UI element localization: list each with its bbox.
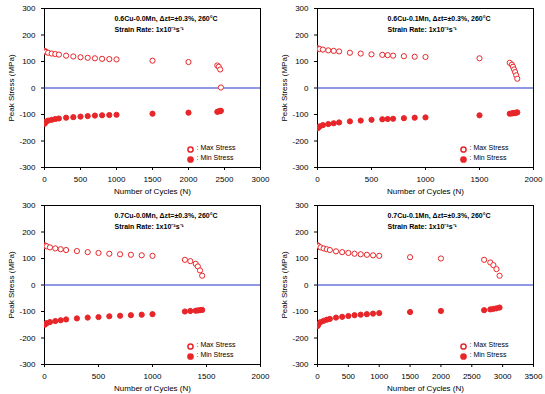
svg-text:3000: 3000 [494, 372, 512, 381]
svg-text:-300: -300 [19, 163, 36, 172]
svg-text:-200: -200 [19, 137, 36, 146]
svg-text:-200: -200 [19, 334, 36, 343]
svg-text:Peak Stress (MPa): Peak Stress (MPa) [7, 54, 16, 121]
svg-text:Strain Rate: 1x10⁻³s⁻¹: Strain Rate: 1x10⁻³s⁻¹ [388, 223, 458, 230]
svg-text:2500: 2500 [216, 175, 234, 184]
svg-text:-300: -300 [292, 360, 309, 369]
svg-text:0.6Cu-0.0Mn, Δεt=±0.3%, 260°C: 0.6Cu-0.0Mn, Δεt=±0.3%, 260°C [115, 15, 218, 23]
svg-text:Peak Stress (MPa): Peak Stress (MPa) [7, 251, 16, 318]
svg-text:0: 0 [31, 281, 36, 290]
svg-text:1000: 1000 [108, 175, 126, 184]
svg-text:2000: 2000 [525, 175, 543, 184]
svg-text:300: 300 [295, 201, 309, 210]
svg-text:-200: -200 [292, 334, 309, 343]
svg-text:1000: 1000 [417, 175, 435, 184]
svg-text:200: 200 [22, 228, 36, 237]
svg-text:0: 0 [42, 175, 47, 184]
svg-text:Peak Stress (MPa): Peak Stress (MPa) [280, 54, 289, 121]
svg-text:: Max Stress: : Max Stress [470, 144, 509, 151]
svg-text:200: 200 [295, 228, 309, 237]
svg-text:-200: -200 [292, 137, 309, 146]
svg-text:0: 0 [315, 175, 320, 184]
svg-text:2000: 2000 [252, 372, 270, 381]
svg-text:0: 0 [315, 372, 320, 381]
svg-text:: Min Stress: : Min Stress [470, 351, 507, 358]
svg-text:Number of Cycles (N): Number of Cycles (N) [114, 384, 191, 393]
svg-text:3000: 3000 [252, 175, 270, 184]
svg-text:200: 200 [22, 31, 36, 40]
svg-text:100: 100 [22, 254, 36, 263]
svg-text:300: 300 [22, 201, 36, 210]
svg-text:0.7Cu-0.0Mn, Δεt=±0.3%, 260°C: 0.7Cu-0.0Mn, Δεt=±0.3%, 260°C [115, 212, 218, 220]
svg-text:: Max Stress: : Max Stress [197, 341, 236, 348]
svg-text:1500: 1500 [144, 175, 162, 184]
svg-text:0: 0 [304, 281, 309, 290]
svg-text:: Max Stress: : Max Stress [470, 341, 509, 348]
svg-text:1500: 1500 [471, 175, 489, 184]
svg-text:0.7Cu-0.1Mn, Δεt=±0.3%, 260°C: 0.7Cu-0.1Mn, Δεt=±0.3%, 260°C [388, 212, 491, 220]
svg-text:-300: -300 [19, 360, 36, 369]
svg-text:200: 200 [295, 31, 309, 40]
svg-text:-300: -300 [292, 163, 309, 172]
svg-text:1500: 1500 [198, 372, 216, 381]
svg-text:Strain Rate: 1x10⁻³s⁻¹: Strain Rate: 1x10⁻³s⁻¹ [115, 26, 185, 33]
svg-text:-100: -100 [292, 307, 309, 316]
svg-text:0: 0 [31, 84, 36, 93]
svg-text:100: 100 [295, 57, 309, 66]
svg-text:0: 0 [304, 84, 309, 93]
svg-text:2000: 2000 [180, 175, 198, 184]
svg-text:Strain Rate: 1x10⁻³s⁻¹: Strain Rate: 1x10⁻³s⁻¹ [115, 223, 185, 230]
svg-text:: Max Stress: : Max Stress [197, 144, 236, 151]
svg-text:500: 500 [74, 175, 88, 184]
svg-text:3500: 3500 [525, 372, 543, 381]
svg-text:Number of Cycles (N): Number of Cycles (N) [387, 187, 464, 196]
svg-text:: Min Stress: : Min Stress [197, 351, 234, 358]
svg-text:: Min Stress: : Min Stress [470, 154, 507, 161]
svg-text:2000: 2000 [432, 372, 450, 381]
svg-text:100: 100 [22, 57, 36, 66]
svg-text:Peak Stress (MPa): Peak Stress (MPa) [280, 251, 289, 318]
svg-text:1000: 1000 [144, 372, 162, 381]
svg-text:Number of Cycles (N): Number of Cycles (N) [114, 187, 191, 196]
svg-text:-100: -100 [292, 110, 309, 119]
svg-text:1000: 1000 [370, 372, 388, 381]
svg-text:-100: -100 [19, 307, 36, 316]
svg-text:0: 0 [42, 372, 47, 381]
svg-text:-100: -100 [19, 110, 36, 119]
svg-text:0.6Cu-0.1Mn, Δεt=±0.3%, 260°C: 0.6Cu-0.1Mn, Δεt=±0.3%, 260°C [388, 15, 491, 23]
svg-text:500: 500 [92, 372, 106, 381]
svg-text:Number of Cycles (N): Number of Cycles (N) [387, 384, 464, 393]
svg-text:300: 300 [22, 4, 36, 13]
svg-text:500: 500 [342, 372, 356, 381]
svg-text:300: 300 [295, 4, 309, 13]
svg-text:500: 500 [365, 175, 379, 184]
svg-text:: Min Stress: : Min Stress [197, 154, 234, 161]
svg-text:100: 100 [295, 254, 309, 263]
svg-text:2500: 2500 [463, 372, 481, 381]
svg-text:1500: 1500 [401, 372, 419, 381]
svg-text:Strain Rate: 1x10⁻³s⁻¹: Strain Rate: 1x10⁻³s⁻¹ [388, 26, 458, 33]
